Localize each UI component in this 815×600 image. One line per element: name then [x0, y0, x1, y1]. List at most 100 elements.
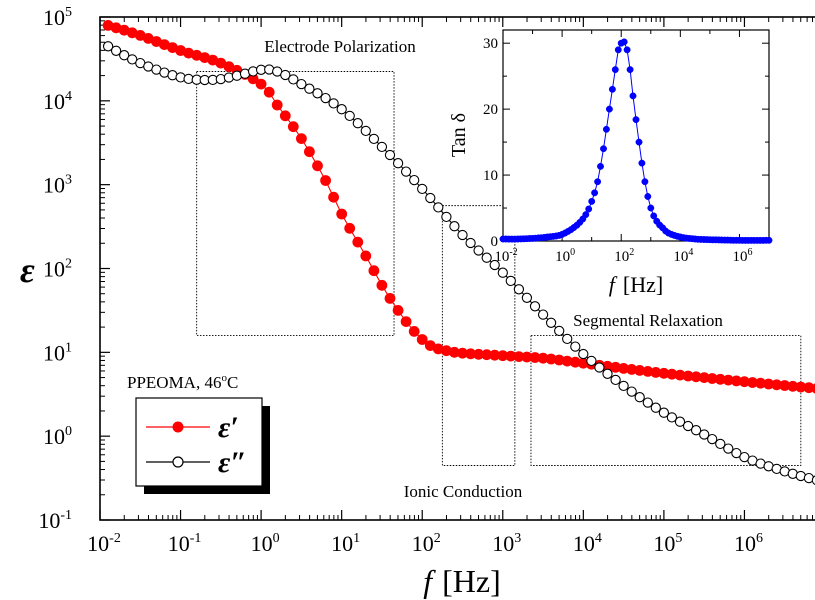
inset-data-point [600, 145, 607, 153]
inset-data-point [597, 162, 604, 170]
data-point-eps2 [304, 83, 315, 94]
x-tick-label: 100 [251, 531, 280, 556]
data-point-eps2 [707, 433, 718, 445]
data-point-eps2 [489, 259, 500, 271]
inset-x-tick-label: 100 [555, 247, 575, 265]
data-point-eps2 [400, 166, 412, 177]
data-point-eps2 [682, 420, 694, 432]
y-tick-label: 100 [43, 424, 72, 449]
data-point-eps2 [658, 407, 670, 418]
inset-plot-frame [502, 29, 770, 242]
data-point-eps2 [102, 41, 114, 52]
data-point-eps2 [650, 402, 661, 413]
inset-data-point [614, 46, 622, 54]
data-point-eps1 [320, 175, 332, 186]
data-point-eps1 [255, 78, 267, 90]
x-tick-label: 10-1 [168, 531, 202, 556]
data-point-eps1 [408, 325, 420, 337]
data-point-eps2 [360, 125, 371, 137]
inset-x-axis-title: f [Hz] [609, 272, 663, 297]
data-point-eps2 [409, 174, 420, 186]
inset-data-point [611, 66, 619, 74]
x-tick-label: 103 [492, 531, 521, 556]
inset-data-point [638, 159, 646, 167]
inset-data-point [585, 205, 593, 213]
data-point-eps1 [392, 304, 404, 316]
data-point-eps2 [119, 50, 130, 61]
inset-x-tick-label: 102 [614, 247, 634, 265]
inset-series [499, 38, 773, 244]
inset-y-tick-label: 30 [483, 36, 498, 52]
data-point-eps2 [626, 386, 637, 397]
data-point-eps2 [392, 158, 404, 169]
data-point-eps2 [586, 355, 597, 367]
data-point-eps2 [699, 429, 710, 440]
legend-marker-eps1 [172, 421, 184, 433]
electrode-polarization-label: Electrode Polarization [264, 37, 416, 56]
data-point-eps2 [296, 78, 307, 90]
data-point-eps2 [320, 92, 331, 104]
data-point-eps2 [521, 292, 533, 303]
inset-x-tick-label: 106 [732, 247, 752, 265]
segmental-relaxation-label: Segmental Relaxation [573, 311, 723, 330]
inset-tick-labels: 10-2 100 102 104 106 0 10 20 30 [483, 36, 752, 265]
x-tick-label: 106 [734, 531, 763, 556]
inset-data-point [635, 138, 643, 146]
data-point-eps2 [666, 412, 678, 423]
y-tick-label: 103 [43, 173, 72, 198]
inset-data-point [629, 92, 637, 100]
legend-box [135, 397, 263, 487]
inset-data-point [765, 236, 773, 244]
y-tick-label: 101 [43, 340, 72, 365]
data-point-eps2 [634, 392, 645, 403]
legend: ε′ ε″ [135, 397, 270, 494]
data-point-eps2 [731, 447, 742, 459]
data-point-eps1 [400, 316, 412, 328]
y-tick-label: 104 [43, 89, 72, 114]
data-point-eps1 [416, 334, 428, 345]
x-tick-label: 102 [412, 531, 441, 556]
inset-data-point [594, 178, 602, 186]
inset-data-point [641, 178, 649, 186]
inset-y-axis-title: Tan δ [448, 113, 470, 157]
inset-data-point [605, 105, 613, 113]
legend-label-eps1: ε′ [218, 411, 239, 444]
inset-data-point [623, 46, 631, 54]
electrode-region-box [196, 71, 395, 337]
inset-data-point [650, 212, 658, 220]
y-tick-label: 10-1 [38, 508, 72, 533]
x-tick-label: 105 [653, 531, 682, 556]
data-point-eps2 [449, 221, 460, 232]
data-point-eps1 [279, 110, 291, 122]
data-point-eps1 [312, 160, 323, 172]
data-point-eps2 [505, 275, 516, 287]
y-tick-label: 105 [43, 5, 72, 30]
data-point-eps2 [376, 141, 388, 153]
data-point-eps2 [441, 211, 452, 223]
data-point-eps2 [417, 183, 428, 195]
legend-marker-eps2 [172, 456, 184, 468]
data-point-eps2 [537, 309, 549, 320]
data-point-eps2 [529, 301, 541, 312]
data-point-eps2 [642, 397, 653, 408]
data-point-eps2 [554, 325, 565, 337]
inset-data-point [620, 38, 628, 46]
data-point-eps2 [618, 380, 629, 392]
inset-data-point [608, 85, 616, 93]
data-point-eps2 [110, 45, 122, 56]
x-axis-title: f [Hz] [423, 563, 501, 599]
data-point-eps2 [344, 110, 355, 122]
data-point-eps2 [811, 475, 815, 485]
region-boxes [196, 71, 802, 466]
data-point-eps2 [473, 245, 484, 256]
data-point-eps1 [303, 146, 315, 158]
inset-data-point [644, 193, 652, 200]
x-tick-label: 104 [573, 531, 602, 556]
data-point-eps2 [578, 348, 589, 360]
data-point-eps2 [465, 237, 476, 249]
sample-label: PPEOMA, 46oC [127, 372, 238, 392]
inset-data-point [582, 211, 590, 219]
inset-y-tick-label: 20 [483, 102, 498, 118]
x-tick-label: 101 [331, 531, 360, 556]
data-point-eps1 [376, 279, 388, 291]
